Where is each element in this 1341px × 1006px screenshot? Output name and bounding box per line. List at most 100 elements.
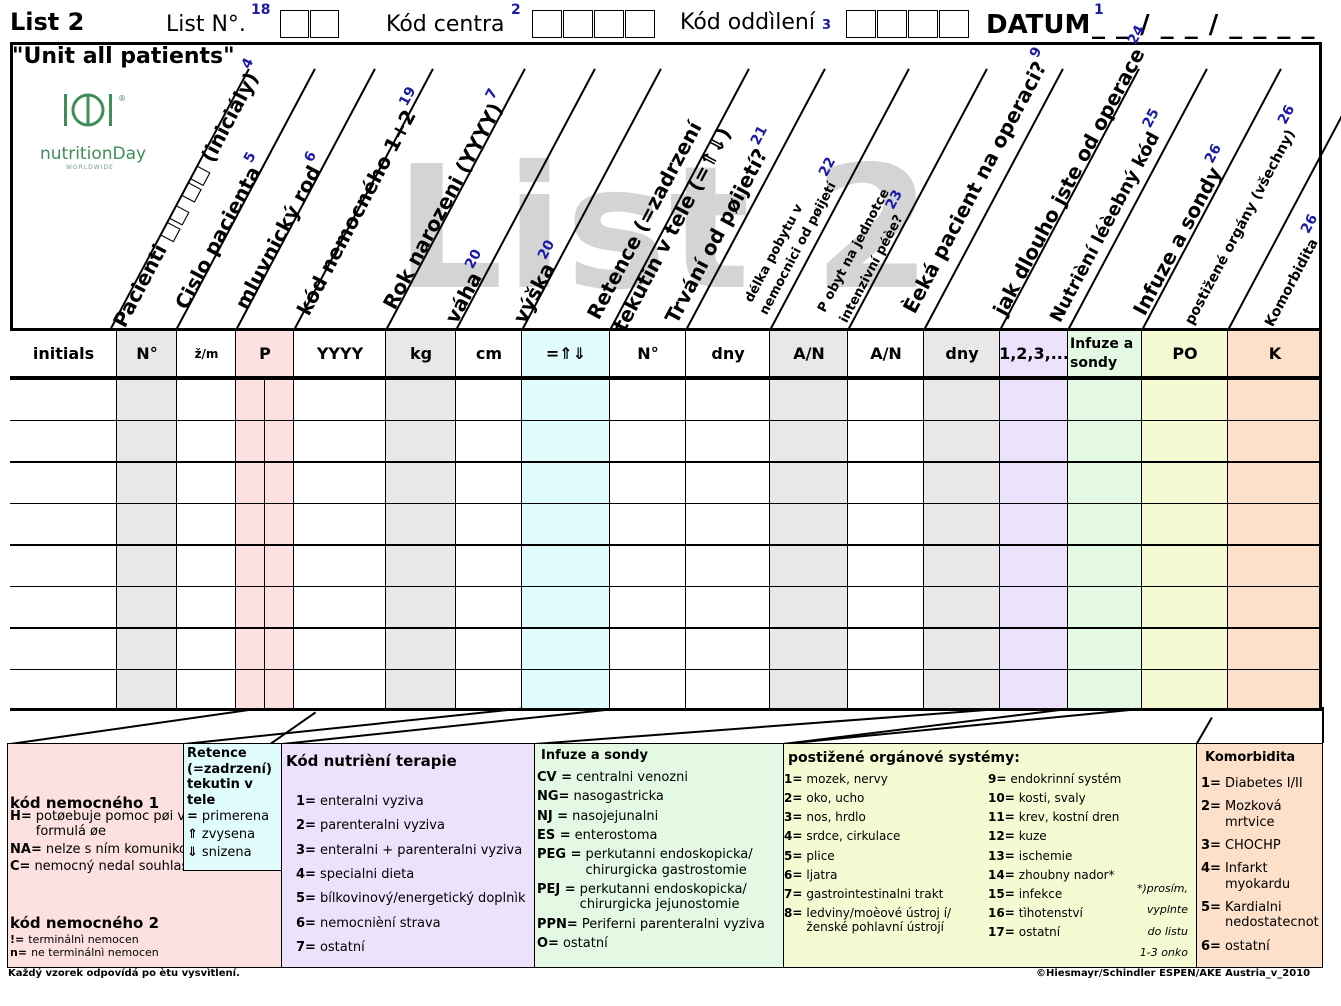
legend-value: nemocný nedal souhlas	[34, 858, 189, 874]
legend-key: 3=	[784, 810, 803, 825]
legend-value: snizena	[201, 845, 252, 861]
legend-item: ⇑ zvysena	[187, 826, 281, 844]
legend-item: 3= nos, hrdlo	[784, 810, 992, 824]
legend-item: PEG = perkutanni endoskopicka/ chirurgick…	[537, 847, 783, 878]
legend-key: ⇓	[187, 845, 198, 861]
legend-key: 8=	[784, 906, 803, 921]
legend-value: perkutanni endoskopicka/ chirurgicka gas…	[585, 847, 753, 878]
ward-code-box-2[interactable]	[877, 10, 907, 38]
legend-item: NG= nasogastricka	[537, 789, 783, 804]
table-row[interactable]	[10, 419, 1322, 421]
legend-key: 5=	[1201, 899, 1221, 915]
legend-list: 1= mozek, nervy 2= oko, ucho 3= nos, hrdlo 4= s…	[784, 772, 992, 939]
grid-column	[117, 331, 177, 708]
legend-value: enteralni vyziva	[319, 794, 424, 809]
legend-value: zhoubny nador*	[1018, 867, 1115, 882]
footnote-line: *)prosím,	[1136, 882, 1188, 895]
center-code-box-4[interactable]	[625, 10, 655, 38]
legend-value: zvysena	[201, 827, 256, 843]
legend-nutrition-code: Kód nutrièní terapie 1= enteralni vyziva 2…	[281, 743, 535, 968]
legend-value: CHOCHP	[1224, 837, 1281, 853]
table-row[interactable]	[10, 585, 1322, 587]
footer-copyright: ©Hiesmayr/Schindler ESPEN/AKE Austria_v_…	[1036, 968, 1311, 979]
legend-item: 15= infekce	[988, 887, 1194, 901]
legend-key: 17=	[988, 925, 1015, 940]
column-unit: dny	[924, 331, 1000, 378]
legend-value: perkutanni endoskopicka/ chirurgicka jej…	[579, 881, 747, 913]
legend-key: NJ =	[537, 808, 569, 824]
form-subtitle: "Unit all patients"	[12, 44, 235, 69]
legend-value: Infarkt myokardu	[1224, 861, 1291, 892]
legend-item: 6= ostatní	[1201, 939, 1321, 954]
ward-code-box-1[interactable]	[846, 10, 876, 38]
table-row[interactable]	[10, 378, 1322, 380]
legend-item: 7= ostatní	[296, 940, 532, 955]
legend-key: 2=	[1201, 799, 1221, 815]
legend-key: =	[187, 809, 198, 824]
legend-key: 4=	[1201, 861, 1221, 877]
grid-subcolumn	[236, 378, 265, 708]
center-code-box-1[interactable]	[532, 10, 562, 38]
legend-item: 5= bílkovinový/energetický doplnìk	[296, 891, 532, 906]
logo-subtext: WORLDWIDE	[66, 164, 114, 171]
legend-value: terminálnì nemocen	[28, 933, 139, 946]
legend-key: PEJ =	[537, 881, 576, 897]
column-unit: PO	[1142, 331, 1228, 378]
legend-key: 2=	[784, 791, 803, 806]
legend-item: 16= tìhotenství	[988, 906, 1194, 920]
center-code-box-3[interactable]	[594, 10, 624, 38]
list-number-box-1[interactable]	[280, 10, 309, 38]
table-row[interactable]	[10, 544, 1322, 546]
grid-column	[236, 331, 294, 708]
table-row[interactable]	[10, 627, 1322, 629]
legend-list: H= potøebuje pomoc pøi vyplnìní formulá ø…	[10, 809, 280, 876]
legend-value: nasogastricka	[573, 789, 664, 805]
legend-key: 3=	[1201, 837, 1221, 853]
legend-item: 7= gastrointestinalni trakt	[784, 887, 992, 901]
legend-item: ⇓ snizena	[187, 844, 281, 862]
table-row[interactable]	[10, 668, 1322, 670]
ward-code-box-4[interactable]	[939, 10, 969, 38]
legend-item: 1= mozek, nervy	[784, 772, 992, 786]
table-row[interactable]	[10, 461, 1322, 463]
date-field[interactable]: _ _ / _ _ / _ _ _ _	[1092, 10, 1316, 40]
legend-key: H=	[10, 809, 32, 824]
date-label: DATUM	[986, 10, 1091, 40]
legend-title: Infuze a sondy	[541, 748, 648, 763]
legend-list: != terminálnì nemocen n= ne terminálnì nemo…	[10, 933, 280, 960]
list-number-ref: 18	[251, 2, 271, 18]
legend-key: 14=	[988, 867, 1015, 882]
ward-code-ref: 3	[822, 18, 832, 33]
legend-key: 15=	[988, 886, 1015, 901]
legend-value: tìhotenství	[1018, 906, 1083, 921]
legend-title: Retence (=zadrzení) tekutin v tele	[187, 746, 272, 808]
form-title: List 2	[10, 8, 85, 36]
legend-value: bílkovinový/energetický doplnìk	[319, 891, 526, 907]
legend-key: ES =	[537, 827, 571, 843]
legend-item: H= potøebuje pomoc pøi vyplnìní formulá ø…	[10, 809, 280, 840]
legend-item: 4= specialni dieta	[296, 867, 532, 882]
legend-value: kosti, svaly	[1018, 791, 1086, 806]
center-code-box-2[interactable]	[563, 10, 593, 38]
list-number-box-2[interactable]	[310, 10, 339, 38]
footnote-line: vyplnte	[1146, 903, 1188, 917]
legend-item: 5= plice	[784, 849, 992, 863]
legend-value: ledviny/moèové ústroj í/ženské pohlavní …	[806, 906, 952, 935]
legend-value: specialni dieta	[319, 866, 415, 882]
legend-item: 1= enteralni vyziva	[296, 794, 532, 809]
grid-column	[386, 331, 456, 708]
list-number-label: List N°.	[166, 12, 246, 37]
ward-code-box-3[interactable]	[908, 10, 938, 38]
legend-value: ostatní	[1224, 938, 1270, 954]
column-unit: YYYY	[294, 331, 386, 378]
legend-value: ischemie	[1018, 848, 1073, 863]
table-row[interactable]	[10, 502, 1322, 504]
legend-key: 9=	[988, 772, 1007, 786]
patient-grid: initials N° ž/m P YYYY kg cm =⇑⇓ N° dny A/N A/N dny 1…	[10, 328, 1322, 711]
logo-text: nutritionDay	[40, 144, 147, 164]
ward-code-label: Kód oddìlení	[680, 10, 815, 35]
legend-value: mozek, nervy	[806, 772, 888, 786]
legend-item: 14= zhoubny nador*	[988, 868, 1194, 882]
legend-list: 1= Diabetes I/II 2= Mozková mrtvice 3= CHOCHP…	[1201, 776, 1321, 962]
legend-value: nemocnièní strava	[319, 915, 441, 931]
